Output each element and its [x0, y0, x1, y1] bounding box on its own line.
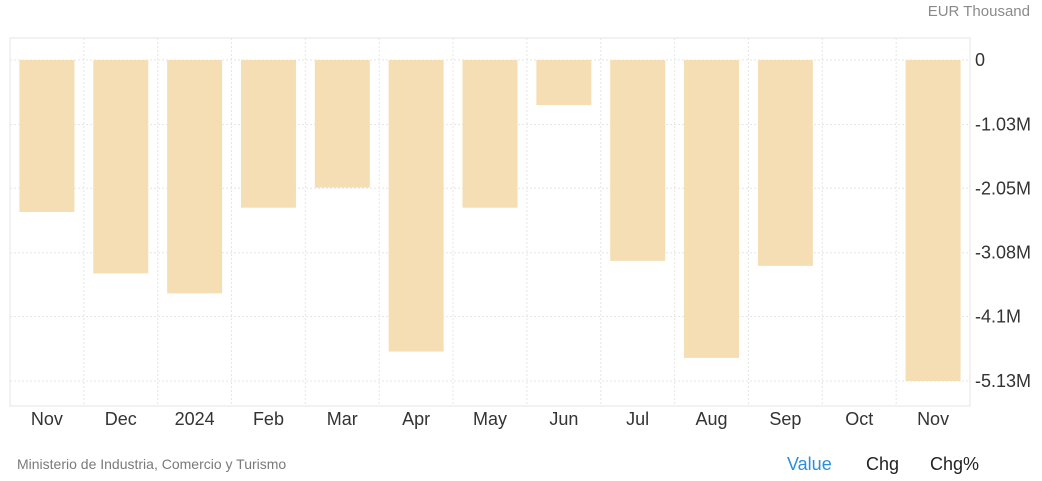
x-tick-label: 2024: [175, 409, 215, 429]
plot-frame: [9, 37, 971, 407]
x-tick-label: Jul: [626, 409, 649, 429]
y-axis: 0 -1.03M -2.05M -3.08M -4.1M -5.13M: [975, 50, 1031, 391]
chg-toggle[interactable]: Chg: [866, 454, 900, 474]
x-tick-label: Aug: [696, 409, 728, 429]
bar-dec-1[interactable]: [93, 60, 149, 274]
bar-nov-12[interactable]: [905, 60, 961, 381]
x-tick-label: May: [473, 409, 507, 429]
unit-label: EUR Thousand: [927, 3, 1030, 20]
x-tick-label: Oct: [845, 409, 873, 429]
x-tick-label: Apr: [402, 409, 430, 429]
x-tick-label: Feb: [253, 409, 284, 429]
x-tick-label: Dec: [105, 409, 137, 429]
bar-aug-9[interactable]: [684, 60, 740, 358]
x-tick-label: Nov: [31, 409, 63, 429]
bar-feb-3[interactable]: [240, 60, 296, 208]
y-tick-label: 0: [975, 50, 985, 70]
bar-sep-10[interactable]: [757, 60, 813, 266]
source-label: Ministerio de Industria, Comercio y Turi…: [17, 456, 287, 472]
y-tick-label: -3.08M: [975, 243, 1031, 263]
x-tick-label: Mar: [327, 409, 358, 429]
bar-nov-0[interactable]: [19, 60, 75, 213]
bar-mar-4[interactable]: [314, 60, 370, 188]
value-toggle[interactable]: Value: [787, 454, 832, 474]
x-axis: Nov Dec 2024 Feb Mar Apr May Jun Jul Aug Sep Oct Nov: [31, 409, 949, 429]
y-tick-label: -4.1M: [975, 307, 1021, 327]
bar-may-6[interactable]: [462, 60, 518, 208]
view-toggle-group: Value Chg Chg%: [782, 454, 1042, 478]
bar-chart: 0 -1.03M -2.05M -3.08M -4.1M -5.13M Nov Dec 202…: [9, 37, 1031, 429]
chg-pct-toggle[interactable]: Chg%: [930, 454, 980, 474]
y-tick-label: -5.13M: [975, 371, 1031, 391]
bar-jun-7[interactable]: [536, 60, 592, 106]
x-tick-label: Jun: [549, 409, 578, 429]
bar-layer: [19, 60, 961, 381]
bar-apr-5[interactable]: [388, 60, 444, 352]
x-tick-label: Nov: [917, 409, 949, 429]
y-tick-label: -1.03M: [975, 114, 1031, 134]
bar-jul-8[interactable]: [610, 60, 666, 261]
y-tick-label: -2.05M: [975, 178, 1031, 198]
x-tick-label: Sep: [769, 409, 801, 429]
bar-2024-2[interactable]: [167, 60, 223, 294]
